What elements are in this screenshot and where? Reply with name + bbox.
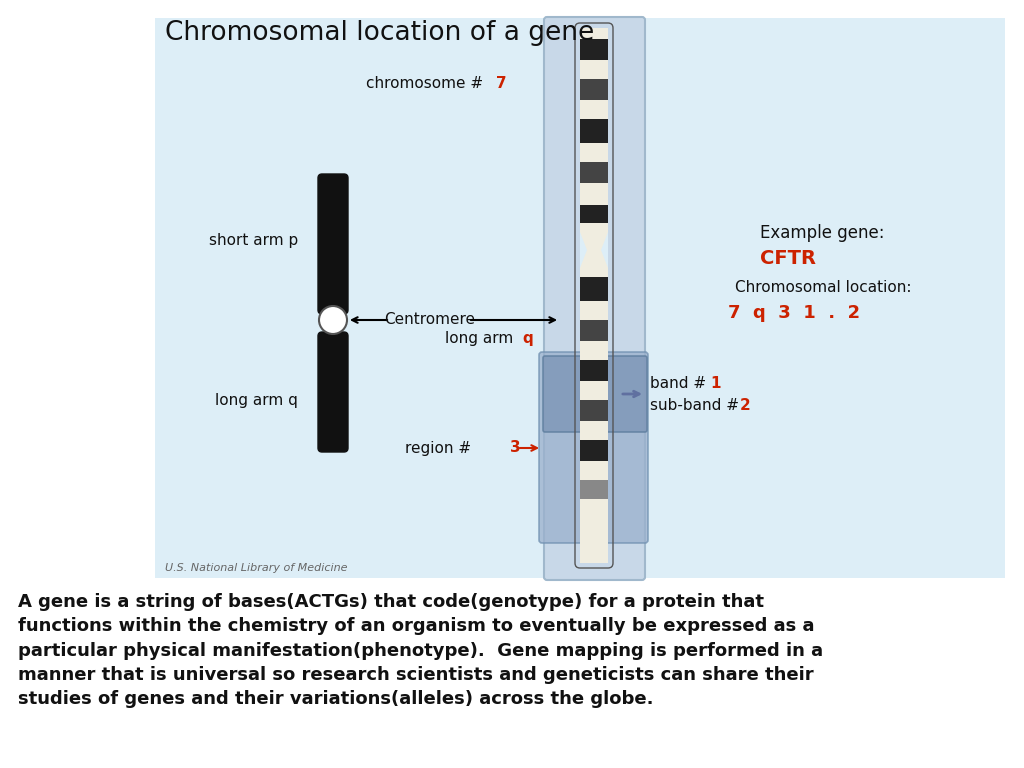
Text: short arm p: short arm p	[209, 233, 298, 247]
Text: band #: band #	[650, 376, 711, 390]
Bar	[580, 38, 608, 60]
Bar	[580, 28, 608, 38]
Bar	[580, 319, 608, 341]
Polygon shape	[580, 232, 587, 268]
Bar	[580, 276, 608, 301]
Text: CFTR: CFTR	[760, 249, 816, 267]
Bar	[580, 462, 608, 480]
Text: A gene is a string of bases(ACTGs) that code(genotype) for a protein that
functi: A gene is a string of bases(ACTGs) that …	[18, 593, 823, 708]
FancyBboxPatch shape	[539, 352, 648, 543]
Bar	[155, 18, 1005, 578]
Text: 7: 7	[496, 75, 507, 91]
FancyBboxPatch shape	[543, 356, 647, 432]
Text: long arm q: long arm q	[215, 392, 298, 408]
Bar	[580, 101, 608, 119]
Bar	[580, 183, 608, 204]
Text: 2: 2	[740, 399, 751, 413]
Circle shape	[319, 306, 347, 334]
Text: Example gene:: Example gene:	[760, 224, 885, 242]
Text: 3: 3	[510, 441, 520, 455]
Text: U.S. National Library of Medicine: U.S. National Library of Medicine	[165, 563, 347, 573]
Text: Chromosomal location of a gene: Chromosomal location of a gene	[165, 20, 595, 46]
Bar	[580, 240, 608, 258]
Bar	[580, 381, 608, 400]
Bar	[580, 223, 608, 240]
Bar	[580, 301, 608, 319]
Bar	[580, 258, 608, 276]
Text: Chromosomal location:: Chromosomal location:	[735, 280, 911, 296]
Bar	[580, 341, 608, 359]
Text: 1: 1	[710, 376, 721, 390]
FancyBboxPatch shape	[318, 174, 348, 314]
Bar	[580, 119, 608, 143]
Bar	[580, 520, 608, 563]
Bar	[580, 204, 608, 223]
Text: region #: region #	[406, 441, 476, 455]
Bar	[580, 480, 608, 498]
Bar	[580, 60, 608, 79]
Bar	[580, 498, 608, 520]
Text: Centromere: Centromere	[384, 313, 475, 327]
Text: q: q	[522, 330, 532, 346]
FancyBboxPatch shape	[544, 17, 645, 580]
Bar	[580, 359, 608, 381]
Bar	[580, 162, 608, 183]
Polygon shape	[601, 232, 608, 268]
Text: sub-band #: sub-band #	[650, 399, 743, 413]
Bar	[580, 79, 608, 101]
Text: chromosome #: chromosome #	[366, 75, 488, 91]
Bar	[580, 421, 608, 440]
Bar	[580, 440, 608, 462]
Text: long arm: long arm	[444, 330, 518, 346]
Text: 7  q  3  1  .  2: 7 q 3 1 . 2	[728, 304, 860, 322]
Bar	[580, 400, 608, 421]
FancyBboxPatch shape	[318, 332, 348, 452]
Bar	[580, 143, 608, 162]
